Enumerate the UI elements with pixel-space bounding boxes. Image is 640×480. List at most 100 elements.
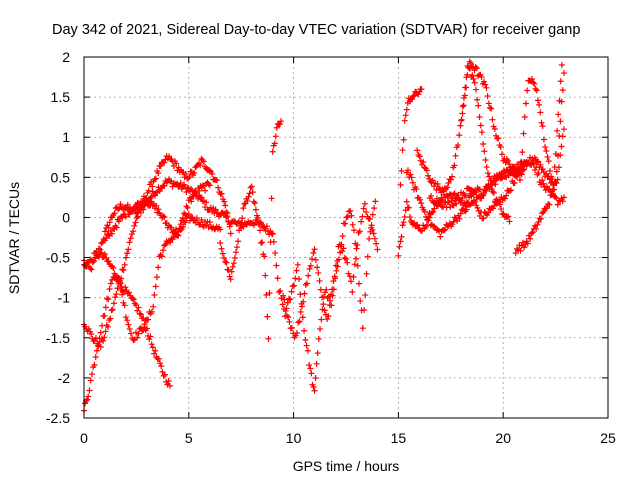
data-point (559, 87, 566, 94)
data-point (544, 153, 551, 160)
data-point (558, 62, 565, 69)
data-point (272, 133, 279, 140)
data-point (257, 227, 264, 234)
data-point (539, 177, 546, 184)
data-point (533, 159, 540, 166)
data-point (286, 318, 293, 325)
data-point (160, 213, 167, 220)
data-point (356, 228, 363, 235)
data-point (137, 311, 144, 318)
data-point (490, 189, 497, 196)
data-point (235, 238, 242, 245)
data-point (426, 214, 433, 221)
data-point (524, 240, 531, 247)
data-point (353, 255, 360, 262)
data-point (124, 250, 131, 257)
data-point (222, 258, 229, 265)
data-point (251, 222, 258, 229)
data-point (483, 188, 490, 195)
data-point (344, 213, 351, 220)
data-point (326, 301, 333, 308)
data-point (344, 259, 351, 266)
data-point (266, 290, 273, 297)
data-point (121, 302, 128, 309)
data-point (271, 140, 278, 147)
data-point (448, 198, 455, 205)
data-point (129, 295, 136, 302)
data-point (409, 95, 416, 102)
data-point (88, 266, 95, 273)
data-point (269, 231, 276, 238)
data-point (506, 218, 513, 225)
data-point (241, 201, 248, 208)
data-point (351, 261, 358, 268)
data-point (119, 266, 126, 273)
data-point (539, 123, 546, 130)
data-point (87, 377, 94, 384)
data-point (409, 179, 416, 186)
data-point (460, 102, 467, 109)
data-point (259, 239, 266, 246)
data-point (435, 185, 442, 192)
data-point (287, 296, 294, 303)
data-point (399, 147, 406, 154)
data-point (124, 317, 131, 324)
data-point (130, 296, 137, 303)
data-point (196, 187, 203, 194)
data-point (217, 239, 224, 246)
data-point (153, 274, 160, 281)
data-point (155, 355, 162, 362)
data-point (489, 116, 496, 123)
data-point (537, 161, 544, 168)
data-point (152, 192, 159, 199)
data-point (295, 319, 302, 326)
data-point (125, 246, 132, 253)
data-point (321, 307, 328, 314)
data-point (551, 186, 558, 193)
data-point (121, 261, 128, 268)
data-point (478, 129, 485, 136)
data-point (451, 190, 458, 197)
data-point (332, 262, 339, 269)
data-point (454, 142, 461, 149)
data-point (543, 183, 550, 190)
data-point (87, 265, 94, 272)
data-point (456, 215, 463, 222)
data-point (203, 199, 210, 206)
data-point (284, 299, 291, 306)
data-point (456, 132, 463, 139)
data-point (536, 215, 543, 222)
data-point (256, 221, 263, 228)
data-point (430, 208, 437, 215)
data-point (546, 201, 553, 208)
data-point (334, 257, 341, 264)
data-point (535, 170, 542, 177)
data-point (489, 188, 496, 195)
data-point (110, 300, 117, 307)
data-point (476, 114, 483, 120)
x-tick-label: 20 (495, 430, 511, 446)
data-point (508, 169, 515, 176)
data-point (198, 194, 205, 201)
y-tick-label: 0.5 (51, 169, 71, 185)
y-axis-label: SDTVAR / TECUs (6, 182, 22, 294)
data-point (400, 219, 407, 226)
data-point (218, 190, 225, 197)
data-point (133, 214, 140, 221)
data-point (554, 127, 561, 134)
data-point (528, 230, 535, 237)
data-point (330, 278, 337, 285)
data-point (480, 215, 487, 222)
data-point (232, 249, 239, 256)
data-point (450, 191, 457, 198)
data-point (405, 204, 412, 211)
data-point (276, 120, 283, 127)
series-track-6 (217, 118, 285, 342)
data-point (504, 157, 511, 164)
data-point (291, 282, 298, 289)
data-point (516, 177, 523, 184)
data-point (226, 223, 233, 230)
data-point (324, 315, 331, 322)
data-point (538, 119, 545, 126)
y-tick-label: -0.5 (46, 250, 70, 266)
